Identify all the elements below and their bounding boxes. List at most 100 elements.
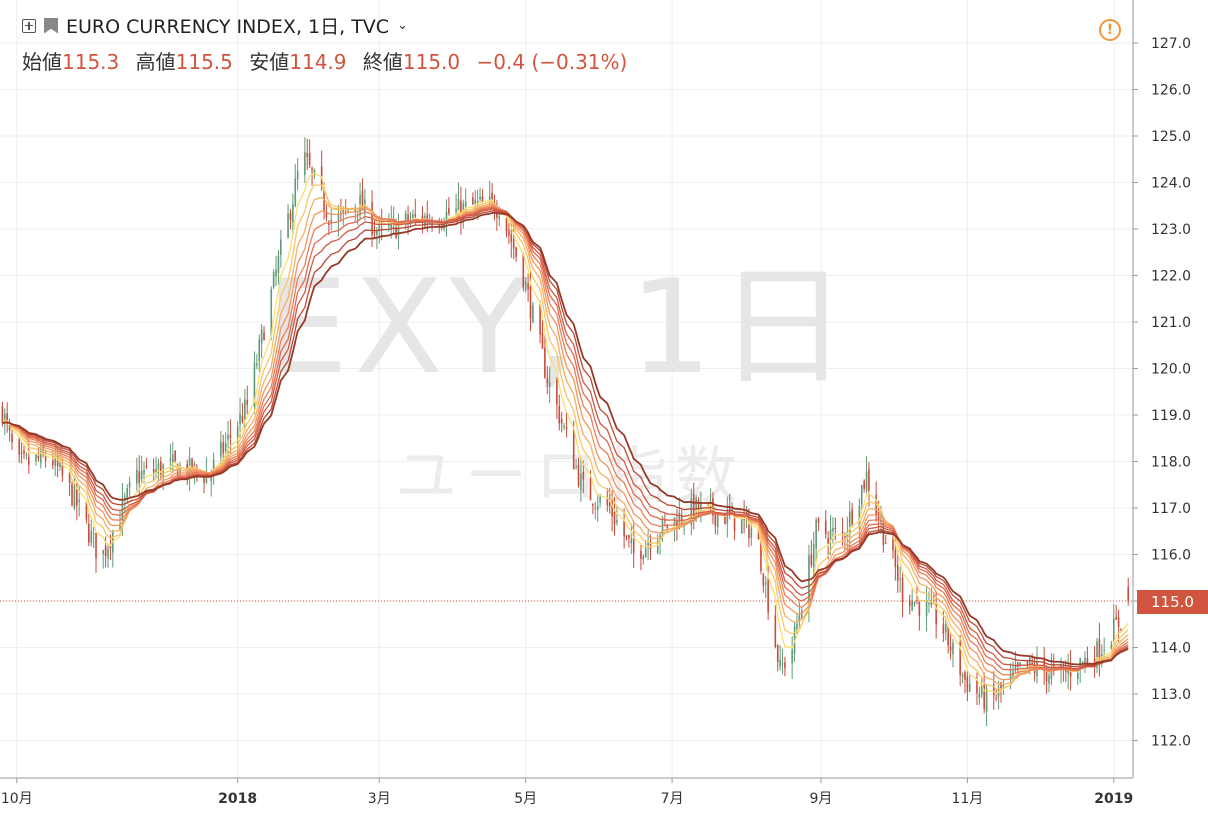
- candle-body: [527, 283, 529, 290]
- candle-body: [1043, 657, 1045, 672]
- candle-body: [138, 471, 141, 483]
- candle-body: [834, 528, 837, 530]
- close-value: 115.0: [402, 50, 461, 74]
- exclamation-circle-icon[interactable]: !: [1099, 19, 1121, 41]
- chevron-down-icon[interactable]: ⌄: [397, 18, 408, 33]
- ma-line-6: [2, 207, 1129, 671]
- candle-body: [426, 214, 429, 222]
- candle-body: [306, 152, 309, 158]
- candle-body: [157, 463, 160, 474]
- plus-box-icon[interactable]: [22, 18, 36, 33]
- candle-body: [388, 224, 390, 227]
- candle-body: [438, 224, 441, 227]
- candle-body: [404, 213, 407, 221]
- candle-body: [767, 579, 769, 613]
- candle-body: [479, 196, 481, 200]
- y-tick-label: 116.0: [1151, 548, 1191, 564]
- candle-body: [260, 329, 263, 344]
- candle-body: [337, 214, 340, 221]
- candle-body: [472, 197, 474, 205]
- x-tick-label: 2019: [1094, 791, 1133, 807]
- candle-body: [212, 459, 215, 471]
- candle-body: [1050, 667, 1053, 680]
- candle-body: [796, 623, 798, 630]
- candle-body: [481, 196, 484, 203]
- candle-body: [395, 222, 397, 239]
- candle-body: [85, 501, 88, 520]
- candle-body: [894, 549, 897, 568]
- y-tick-label: 126.0: [1151, 83, 1191, 99]
- candle-body: [203, 476, 205, 483]
- candle-body: [52, 460, 54, 466]
- candle-body: [1031, 662, 1033, 665]
- ma-line-7: [2, 208, 1129, 670]
- low-value: 114.9: [289, 50, 347, 74]
- candle-body: [589, 477, 592, 501]
- candle-body: [992, 684, 995, 696]
- candle-body: [6, 413, 9, 423]
- candle-body: [277, 255, 280, 273]
- candle-body: [976, 679, 978, 694]
- candle-body: [95, 532, 97, 558]
- y-tick-label: 123.0: [1151, 222, 1191, 238]
- candle-body: [90, 531, 93, 543]
- symbol-title[interactable]: EURO CURRENCY INDEX, 1日, TVC: [66, 16, 390, 38]
- candle-body: [460, 200, 462, 221]
- candle-body: [1045, 666, 1048, 681]
- candle-body: [292, 203, 294, 223]
- candle-body: [868, 468, 870, 491]
- y-tick-label: 122.0: [1151, 269, 1191, 285]
- candle-body: [289, 212, 292, 220]
- candle-body: [680, 515, 683, 523]
- candle-body: [222, 442, 225, 454]
- candle-body: [930, 601, 933, 606]
- candle-body: [294, 178, 297, 207]
- candle-body: [966, 676, 969, 692]
- candle-body: [313, 169, 316, 175]
- candle-body: [491, 192, 493, 200]
- candle-body: [1081, 661, 1084, 663]
- candle-body: [224, 443, 227, 452]
- candle-body: [812, 544, 815, 567]
- candle-body: [172, 454, 174, 463]
- candle-body: [884, 542, 887, 544]
- candle-body: [582, 471, 585, 480]
- candle-body: [464, 201, 467, 207]
- candle-body: [815, 519, 817, 549]
- candle-body: [944, 623, 947, 633]
- candle-body: [510, 234, 513, 243]
- y-tick-label: 120.0: [1151, 362, 1191, 378]
- candle-body: [599, 496, 601, 503]
- candle-body: [529, 286, 532, 319]
- candle-body: [25, 454, 28, 456]
- candle-body: [774, 615, 777, 647]
- candle-body: [575, 466, 577, 468]
- candle-body: [20, 452, 23, 454]
- candle-body: [1086, 658, 1089, 664]
- flag-icon[interactable]: [44, 17, 58, 34]
- candle-body: [104, 545, 107, 556]
- candle-body: [880, 520, 882, 523]
- x-tick-label: 3月: [368, 791, 391, 807]
- candle-body: [548, 381, 551, 387]
- candle-body: [532, 304, 534, 323]
- candle-body: [78, 499, 81, 502]
- candle-body: [145, 465, 148, 467]
- x-tick-label: 9月: [809, 791, 832, 807]
- candle-body: [865, 471, 868, 491]
- x-tick-label: 10月: [1, 791, 33, 807]
- candle-body: [275, 269, 277, 277]
- candle-body: [644, 546, 647, 558]
- candle-body: [709, 500, 712, 502]
- candle-body: [928, 603, 930, 605]
- candle-body: [455, 208, 457, 212]
- candle-body: [640, 550, 642, 559]
- candle-body: [1009, 673, 1012, 680]
- candle-body: [323, 190, 325, 211]
- candle-body: [712, 498, 714, 516]
- ma-line-4: [2, 204, 1129, 681]
- candle-body: [594, 507, 597, 509]
- y-tick-label: 118.0: [1151, 455, 1191, 471]
- ma-line-9: [2, 212, 1129, 666]
